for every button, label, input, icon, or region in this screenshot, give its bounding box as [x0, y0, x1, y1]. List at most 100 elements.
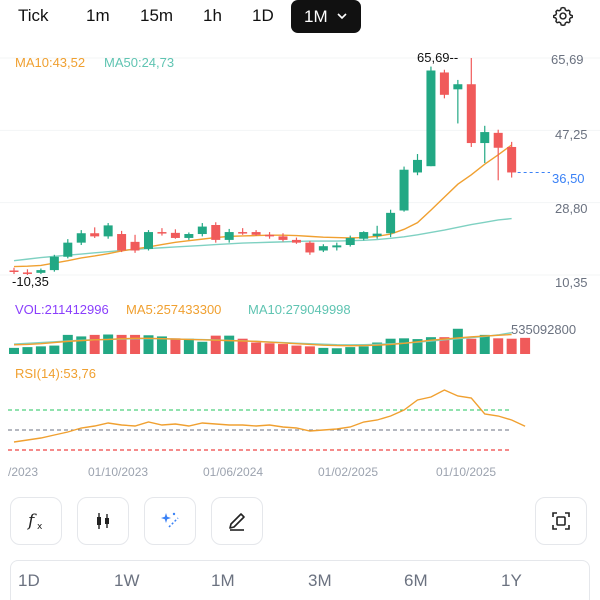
candle-body — [130, 241, 140, 251]
high-annotation: 65,69-- — [417, 50, 459, 65]
volume-bar — [116, 334, 127, 354]
range-selector: 1D 1W 1M 3M 6M 1Y — [10, 560, 590, 600]
ma50-legend: MA50:24,73 — [104, 55, 175, 70]
volume-bar — [304, 346, 315, 354]
chart-area[interactable]: MA10:43,52 MA50:24,73 65,69 47,25 28,80 … — [0, 40, 600, 480]
x-axis-label: /2023 — [8, 465, 39, 479]
volume-bar — [264, 343, 275, 354]
timeframe-1h[interactable]: 1h — [203, 6, 222, 25]
candle-body — [184, 234, 194, 238]
volume-bar — [170, 338, 181, 354]
volume-bar — [103, 334, 114, 354]
pencil-icon — [229, 513, 245, 531]
timeframe-1d[interactable]: 1D — [252, 6, 274, 25]
volume-bar — [399, 338, 410, 354]
range-1m[interactable]: 1M — [211, 571, 235, 590]
candle-body — [144, 232, 153, 249]
volume-bar — [35, 346, 46, 354]
range-6m[interactable]: 6M — [404, 571, 428, 590]
candle-body — [345, 237, 355, 246]
volume-bar — [358, 346, 369, 354]
volume-bar — [251, 342, 262, 354]
candle-body — [49, 256, 59, 271]
function-icon: f x — [26, 511, 43, 532]
candlestick-icon — [97, 513, 109, 529]
candle-body — [90, 233, 100, 237]
candle-body — [386, 212, 396, 234]
rsi-legend: RSI(14):53,76 — [15, 366, 96, 381]
volume-bar — [197, 341, 208, 354]
candle-body — [453, 84, 463, 90]
timeframe-15m[interactable]: 15m — [140, 6, 174, 25]
candle-body — [36, 270, 46, 273]
low-annotation: -10,35 — [12, 274, 49, 289]
high-annotation-value: 65,69 — [417, 50, 450, 65]
range-1d[interactable]: 1D — [18, 571, 40, 590]
candle-body — [9, 270, 19, 272]
candlestick-chart[interactable] — [0, 40, 600, 480]
volume-bar — [452, 328, 463, 354]
volume-bar — [479, 334, 490, 354]
candle-body — [413, 159, 422, 173]
volume-ma10-line — [13, 331, 512, 346]
price-axis-label: 65,69 — [551, 52, 584, 67]
low-annotation-value: 10,35 — [16, 274, 49, 289]
range-3m[interactable]: 3M — [308, 571, 332, 590]
candle-body — [265, 234, 275, 237]
svg-text:x: x — [37, 522, 43, 532]
candle-body — [251, 232, 261, 235]
volume-bar — [210, 335, 221, 354]
volume-bar — [439, 337, 450, 354]
timeframe-1M-active[interactable]: 1M — [291, 0, 361, 33]
ma10-legend: MA10:43,52 — [15, 55, 86, 70]
volume-ma5-legend: MA5:257433300 — [126, 302, 222, 317]
candle-body — [493, 132, 503, 148]
chevron-down-icon — [337, 13, 347, 20]
volume-bar — [62, 334, 73, 354]
price-axis-label: 10,35 — [555, 275, 588, 290]
volume-bar — [22, 347, 33, 354]
x-axis-label: 01/10/2023 — [88, 465, 149, 479]
candle-body — [170, 232, 180, 238]
volume-bar — [49, 345, 60, 354]
candle-body — [22, 272, 32, 274]
indicators-button[interactable]: f x — [10, 497, 62, 545]
candle-body — [332, 245, 342, 248]
ma10-line — [13, 144, 513, 268]
volume-bar — [224, 335, 235, 354]
candle-body — [63, 242, 73, 257]
candle-body — [439, 72, 449, 95]
volume-bar — [385, 338, 396, 354]
candle-body — [278, 236, 288, 240]
volume-ma10-legend: MA10:279049998 — [248, 302, 351, 317]
draw-button[interactable] — [211, 497, 263, 545]
volume-max-label: 535092800 — [511, 322, 577, 337]
volume-bar — [237, 338, 248, 354]
sparkle-draw-icon — [161, 512, 179, 528]
candle-body — [372, 233, 382, 236]
volume-legend: VOL:211412996 — [15, 302, 109, 317]
ai-draw-button[interactable] — [144, 497, 196, 545]
timeframe-1m[interactable]: 1m — [86, 6, 110, 25]
candle-body — [318, 246, 328, 251]
ma50-line — [13, 217, 512, 262]
range-1y[interactable]: 1Y — [501, 571, 522, 590]
chart-type-button[interactable] — [77, 497, 129, 545]
volume-bar — [89, 334, 100, 354]
svg-text:f: f — [26, 511, 37, 531]
range-1w[interactable]: 1W — [114, 571, 140, 590]
volume-bar — [466, 338, 477, 354]
candle-body — [224, 232, 234, 240]
volume-bar — [278, 344, 288, 354]
gear-icon[interactable] — [552, 5, 574, 27]
candle-body — [466, 84, 476, 144]
timeframe-tick[interactable]: Tick — [18, 6, 49, 25]
screenshot-button[interactable] — [535, 497, 587, 545]
candle-body — [507, 146, 517, 173]
candle-body — [157, 232, 167, 234]
last-price-label: 36,50 — [552, 171, 585, 186]
candle-body — [399, 169, 409, 211]
volume-bar — [318, 347, 329, 354]
candle-body — [291, 239, 301, 243]
candle-body — [238, 232, 248, 234]
